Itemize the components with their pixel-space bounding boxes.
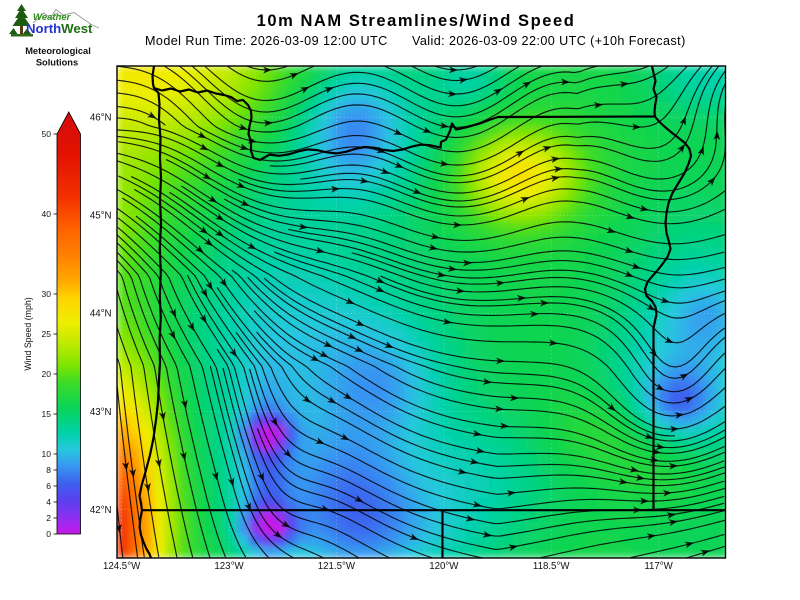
svg-text:10: 10 bbox=[42, 449, 52, 459]
svg-text:Wind Speed (mph): Wind Speed (mph) bbox=[23, 297, 33, 370]
svg-text:Meteorological: Meteorological bbox=[25, 46, 91, 56]
svg-text:30: 30 bbox=[42, 289, 52, 299]
svg-text:4: 4 bbox=[46, 497, 51, 507]
svg-text:120°W: 120°W bbox=[429, 561, 459, 572]
svg-text:0: 0 bbox=[46, 529, 51, 539]
svg-text:40: 40 bbox=[42, 209, 52, 219]
svg-text:10m NAM Streamlines/Wind Speed: 10m NAM Streamlines/Wind Speed bbox=[257, 12, 576, 30]
svg-text:25: 25 bbox=[42, 329, 52, 339]
svg-text:8: 8 bbox=[46, 465, 51, 475]
svg-text:Model Run Time: 2026-03-09 12:: Model Run Time: 2026-03-09 12:00 UTC bbox=[145, 34, 388, 48]
svg-text:20: 20 bbox=[42, 369, 52, 379]
svg-text:Valid: 2026-03-09 22:00 UTC (: Valid: 2026-03-09 22:00 UTC (+10h Foreca… bbox=[412, 34, 686, 48]
svg-text:Solutions: Solutions bbox=[36, 58, 78, 68]
svg-text:50: 50 bbox=[42, 129, 52, 139]
svg-text:124.5°W: 124.5°W bbox=[103, 561, 141, 572]
svg-text:44°N: 44°N bbox=[90, 309, 112, 320]
svg-text:43°N: 43°N bbox=[90, 407, 112, 418]
svg-text:123°W: 123°W bbox=[214, 561, 244, 572]
svg-text:42°N: 42°N bbox=[90, 505, 112, 516]
svg-text:2: 2 bbox=[46, 513, 51, 523]
svg-text:6: 6 bbox=[46, 481, 51, 491]
svg-text:45°N: 45°N bbox=[90, 211, 112, 222]
svg-text:118.5°W: 118.5°W bbox=[533, 561, 570, 572]
svg-text:NorthWest: NorthWest bbox=[26, 21, 93, 36]
svg-text:15: 15 bbox=[42, 409, 52, 419]
svg-text:121.5°W: 121.5°W bbox=[318, 561, 356, 572]
svg-text:Weather: Weather bbox=[33, 12, 72, 23]
svg-text:117°W: 117°W bbox=[644, 561, 673, 572]
svg-text:46°N: 46°N bbox=[90, 113, 112, 124]
